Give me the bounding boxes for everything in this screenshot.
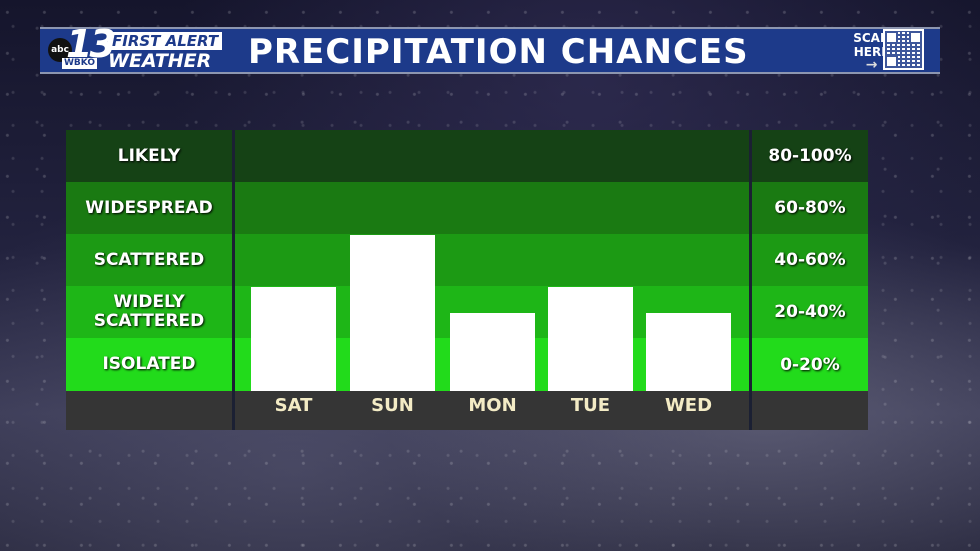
band-range: 0-20% [780, 354, 840, 375]
station-logo: abc 13 WBKO FIRST ALERT WEATHER [40, 25, 230, 72]
bar-tue [548, 287, 633, 391]
bar-wed [646, 313, 731, 391]
band-range: 80-100% [768, 146, 852, 166]
band-scattered: SCATTERED 40-60% [66, 234, 868, 286]
qr-corner-icon [885, 31, 898, 44]
bar-mon [450, 313, 535, 391]
band-range: 20-40% [774, 302, 846, 322]
band-label: ISOLATED [102, 354, 196, 374]
arrow-right-icon: → [865, 57, 878, 73]
bar-sun [350, 235, 435, 391]
qr-code[interactable] [883, 29, 924, 70]
qr-corner-icon [909, 31, 922, 44]
band-label: SCATTERED [93, 249, 205, 270]
header-banner: abc 13 WBKO FIRST ALERT WEATHER PRECIPIT… [40, 25, 940, 74]
brand-first-alert: FIRST ALERT [108, 32, 223, 50]
day-label: MON [468, 395, 517, 416]
channel-number: 13 [66, 22, 116, 66]
precip-chart: LIKELY 80-100% WIDESPREAD 60-80% SCATTER… [66, 130, 868, 430]
band-range: 60-80% [774, 198, 846, 218]
band-likely: LIKELY 80-100% [66, 130, 868, 182]
scan-prompt: SCAN HERE → [853, 31, 890, 73]
band-label: LIKELY [117, 145, 181, 166]
day-axis [66, 391, 868, 430]
day-label: SUN [371, 395, 414, 416]
station-call: WBKO [62, 58, 98, 69]
divider [749, 130, 752, 430]
brand-weather: WEATHER [108, 50, 212, 72]
page-title: PRECIPITATION CHANCES [248, 32, 749, 72]
band-label: WIDELY SCATTERED [93, 292, 205, 331]
band-widespread: WIDESPREAD 60-80% [66, 182, 868, 234]
day-label: WED [664, 395, 713, 416]
day-label: TUE [570, 395, 611, 416]
bar-sat [251, 287, 336, 391]
band-range: 40-60% [774, 250, 846, 270]
day-label: SAT [274, 395, 313, 416]
scan-line1: SCAN [853, 31, 890, 45]
qr-code-icon [885, 31, 922, 68]
divider [232, 130, 235, 430]
qr-corner-icon [885, 55, 898, 68]
band-label: WIDESPREAD [85, 197, 213, 218]
scan-line2: HERE [853, 45, 890, 59]
